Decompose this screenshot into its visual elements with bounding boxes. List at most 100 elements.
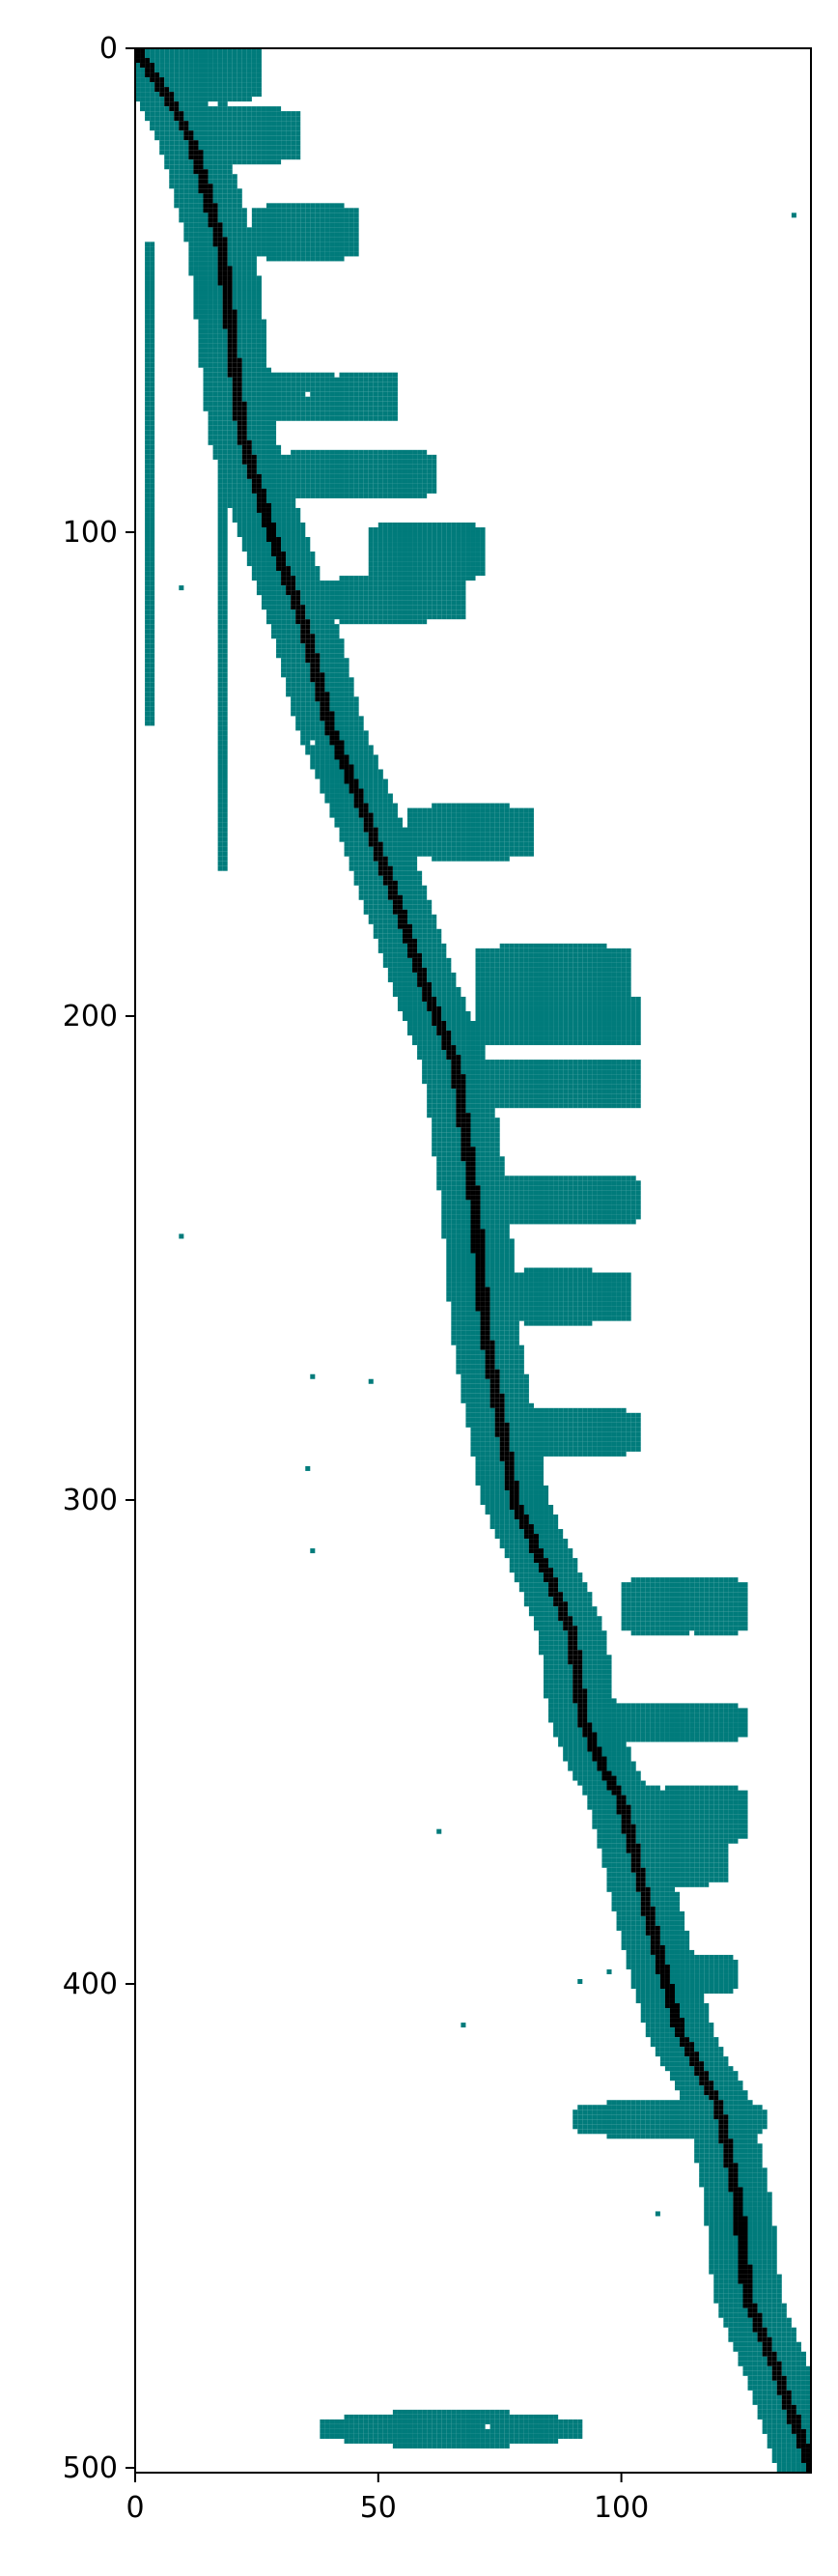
heatmap-cell	[227, 497, 233, 503]
heatmap-cell	[217, 629, 223, 635]
heatmap-cell	[387, 478, 393, 484]
heatmap-cell	[291, 526, 296, 532]
heatmap-cell	[286, 522, 292, 527]
heatmap-cell	[382, 410, 388, 416]
heatmap-cell	[392, 391, 398, 397]
heatmap-cell	[349, 788, 354, 794]
heatmap-cell	[261, 526, 266, 532]
heatmap-cell	[377, 904, 383, 910]
heatmap-cell	[358, 401, 364, 407]
heatmap-cell	[344, 382, 349, 387]
heatmap-cell	[246, 92, 252, 98]
heatmap-cell	[281, 386, 287, 392]
heatmap-cell	[150, 667, 155, 673]
heatmap-cell	[281, 203, 287, 209]
heatmap-cell	[145, 547, 151, 552]
heatmap-cell	[256, 140, 262, 146]
heatmap-cell	[286, 396, 292, 402]
heatmap-cell	[232, 179, 237, 184]
heatmap-cell	[339, 764, 345, 770]
heatmap-cell	[237, 372, 242, 378]
heatmap-cell	[227, 121, 233, 127]
heatmap-cell	[300, 725, 306, 731]
heatmap-cell	[397, 2428, 403, 2434]
heatmap-cell	[193, 130, 199, 136]
heatmap-cell	[241, 406, 247, 411]
heatmap-cell	[417, 1001, 423, 1006]
heatmap-cell	[271, 478, 277, 484]
heatmap-cell	[320, 706, 325, 712]
heatmap-cell	[402, 952, 408, 958]
heatmap-cell	[382, 890, 388, 895]
heatmap-cell	[373, 861, 378, 866]
heatmap-cell	[397, 2438, 403, 2444]
heatmap-cell	[261, 237, 266, 242]
heatmap-cell	[368, 764, 374, 770]
heatmap-cell	[281, 246, 287, 252]
heatmap-cell	[256, 590, 262, 596]
heatmap-cell	[145, 454, 151, 460]
heatmap-cell	[320, 227, 325, 233]
heatmap-cell	[436, 817, 442, 823]
heatmap-cell	[261, 150, 266, 156]
heatmap-cell	[295, 677, 301, 683]
heatmap-cell	[373, 909, 378, 915]
heatmap-cell	[174, 188, 180, 194]
heatmap-cell	[324, 415, 330, 421]
heatmap-cell	[382, 493, 388, 498]
heatmap-cell	[407, 841, 413, 847]
heatmap-cell	[203, 338, 209, 344]
heatmap-cell	[382, 537, 388, 543]
heatmap-cell	[203, 367, 209, 373]
heatmap-cell	[286, 217, 292, 223]
heatmap-cell	[140, 77, 146, 83]
heatmap-cell	[363, 861, 369, 866]
heatmap-cell	[300, 711, 306, 717]
heatmap-cell	[320, 643, 325, 649]
heatmap-cell	[265, 372, 272, 378]
heatmap-cell	[363, 764, 369, 770]
heatmap-cell	[377, 933, 383, 939]
heatmap-cell	[193, 48, 199, 54]
heatmap-cell	[145, 377, 151, 382]
heatmap-cell	[222, 851, 228, 857]
heatmap-cell	[427, 459, 433, 465]
heatmap-cell	[251, 208, 257, 213]
heatmap-cell	[310, 653, 316, 659]
heatmap-cell	[208, 285, 213, 291]
heatmap-cell	[432, 473, 437, 479]
heatmap-cell	[368, 415, 374, 421]
heatmap-cell	[198, 63, 204, 69]
heatmap-cell	[222, 444, 228, 450]
heatmap-cell	[150, 721, 155, 726]
heatmap-cell	[329, 468, 335, 474]
heatmap-cell	[222, 333, 228, 339]
heatmap-cell	[377, 803, 383, 808]
heatmap-cell	[305, 721, 311, 726]
heatmap-cell	[300, 590, 306, 596]
heatmap-cell	[150, 343, 155, 349]
heatmap-cell	[334, 667, 340, 673]
heatmap-cell	[373, 759, 378, 765]
heatmap-cell	[174, 121, 180, 127]
heatmap-cell	[436, 1161, 442, 1167]
heatmap-cell	[407, 943, 413, 948]
heatmap-cell	[315, 725, 321, 731]
heatmap-cell	[222, 179, 228, 184]
heatmap-cell	[392, 556, 398, 562]
heatmap-cell	[145, 542, 151, 548]
heatmap-cell	[256, 338, 262, 344]
heatmap-cell	[315, 600, 321, 606]
heatmap-cell	[286, 382, 292, 387]
heatmap-cell	[373, 836, 378, 842]
heatmap-cell	[358, 836, 364, 842]
heatmap-cell	[427, 2443, 433, 2449]
heatmap-cell	[256, 410, 262, 416]
heatmap-cell	[241, 251, 247, 257]
heatmap-cell	[320, 663, 325, 668]
heatmap-cell	[251, 362, 257, 368]
heatmap-cell	[427, 991, 433, 997]
heatmap-cell	[286, 687, 292, 693]
heatmap-cell	[203, 275, 209, 281]
heatmap-cell	[300, 721, 306, 726]
